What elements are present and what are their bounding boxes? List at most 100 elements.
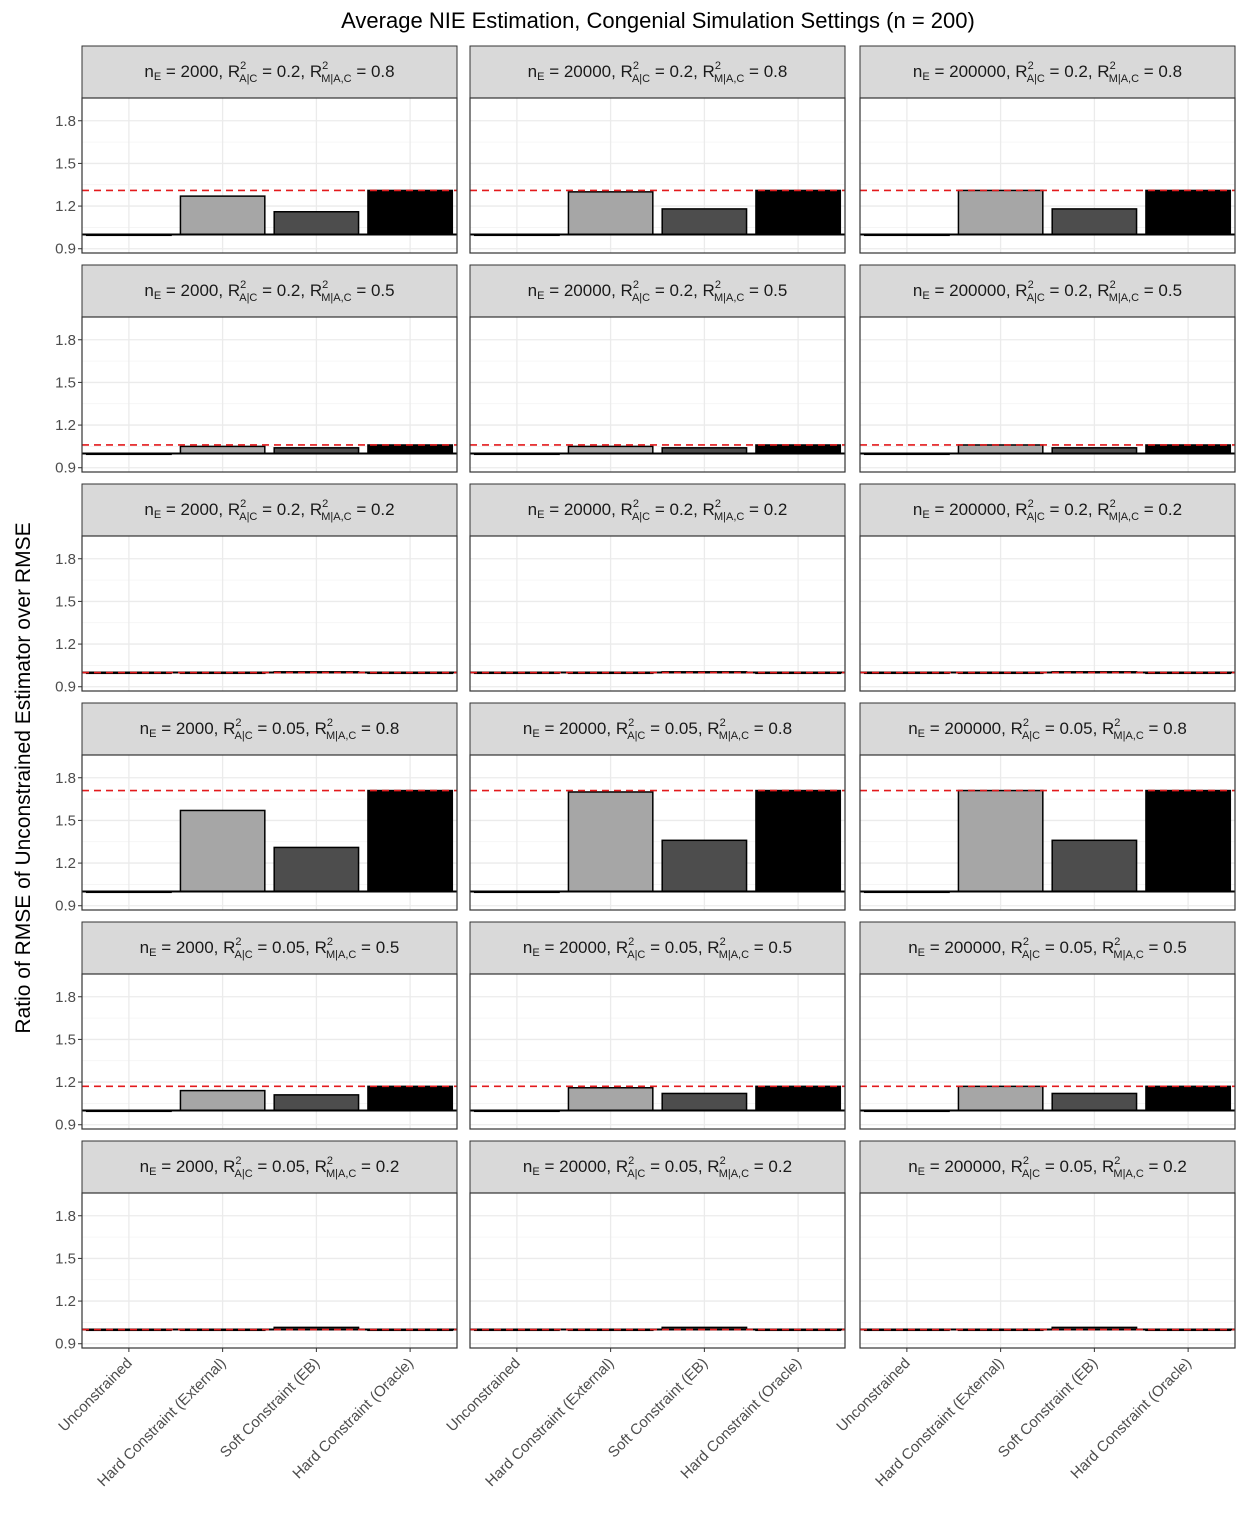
facet-panel: nE = 2000, R2 A|C = 0.2, R2 M|A,C = 0.80.9… <box>55 45 458 258</box>
strip-r-subscript: M|A,C <box>326 1168 356 1180</box>
bar <box>567 1087 654 1112</box>
facet-strip <box>81 921 458 975</box>
strip-rm-value: = 0.5 <box>352 281 395 300</box>
strip-r-superscript: 2 <box>1023 1155 1029 1167</box>
panel-border <box>469 535 846 692</box>
facet-strip <box>81 702 458 756</box>
facet-strip <box>859 45 1236 99</box>
strip-ra-value: = 0.2, R <box>257 62 322 81</box>
strip-rm-value: = 0.8 <box>356 719 399 738</box>
facet-strip-label: nE = 2000, R2 A|C = 0.05, R2 M|A,C = 0.2 <box>140 1155 400 1180</box>
strip-rm-value: = 0.8 <box>352 62 395 81</box>
strip-r-superscript: 2 <box>1028 279 1034 291</box>
strip-ne-value: = 20000, R <box>540 938 628 957</box>
facet-strip-label: nE = 20000, R2 A|C = 0.05, R2 M|A,C = 0.8 <box>523 717 792 742</box>
panel-border <box>469 1192 846 1349</box>
facet-panel: nE = 20000, R2 A|C = 0.05, R2 M|A,C = 0.5 <box>469 921 846 1130</box>
facet-panel: nE = 2000, R2 A|C = 0.05, R2 M|A,C = 0.80.… <box>55 702 458 915</box>
strip-ra-value: = 0.05, R <box>645 938 719 957</box>
facet-panel: nE = 200000, R2 A|C = 0.05, R2 M|A,C = 0.5 <box>859 921 1236 1130</box>
facet-strip <box>81 264 458 318</box>
strip-n-symbol: n <box>528 62 537 81</box>
y-tick-label: 0.9 <box>55 460 76 477</box>
facet-strip <box>859 483 1236 537</box>
facet-panel: nE = 2000, R2 A|C = 0.05, R2 M|A,C = 0.2 0.… <box>55 1140 458 1490</box>
facet-strip <box>859 264 1236 318</box>
strip-r-subscript: M|A,C <box>719 949 749 961</box>
facet-strip-label: nE = 200000, R2 A|C = 0.2, R2 M|A,C = 0.8 <box>913 60 1182 85</box>
strip-ra-value: = 0.05, R <box>1040 938 1114 957</box>
strip-r-superscript: 2 <box>715 498 721 510</box>
y-tick-label: 0.9 <box>55 1117 76 1134</box>
strip-ra-value: = 0.05, R <box>253 938 327 957</box>
x-tick-label: Unconstrained <box>55 1355 135 1435</box>
panel-border <box>859 1192 1236 1349</box>
strip-r-superscript: 2 <box>1028 60 1034 72</box>
bar <box>1051 839 1138 893</box>
strip-r-superscript: 2 <box>240 279 246 291</box>
strip-rm-value: = 0.5 <box>356 938 399 957</box>
strip-r-subscript: M|A,C <box>321 292 351 304</box>
bar <box>957 1085 1044 1112</box>
strip-n-symbol: n <box>140 719 149 738</box>
strip-n-subscript: E <box>922 509 929 521</box>
y-tick-label: 1.8 <box>55 113 76 130</box>
facet-panels: nE = 2000, R2 A|C = 0.2, R2 M|A,C = 0.80.9… <box>55 45 1236 1490</box>
x-tick-label: Soft Constraint (EB) <box>605 1355 711 1461</box>
panel-border <box>859 754 1236 911</box>
strip-ne-value: = 2000, R <box>161 281 240 300</box>
bar <box>367 1085 454 1112</box>
strip-n-symbol: n <box>913 500 922 519</box>
strip-r-superscript: 2 <box>720 936 726 948</box>
facet-strip-label: nE = 2000, R2 A|C = 0.05, R2 M|A,C = 0.8 <box>140 717 400 742</box>
facet-panel: nE = 2000, R2 A|C = 0.05, R2 M|A,C = 0.50.… <box>55 921 458 1134</box>
y-tick-label: 1.5 <box>55 155 76 172</box>
facet-strip <box>469 921 846 975</box>
strip-ra-value: = 0.2, R <box>1045 281 1110 300</box>
strip-r-subscript: A|C <box>627 949 645 961</box>
y-tick-label: 1.2 <box>55 198 76 215</box>
y-tick-label: 1.5 <box>55 593 76 610</box>
strip-rm-value: = 0.2 <box>356 1157 399 1176</box>
strip-n-subscript: E <box>918 947 925 959</box>
y-tick-label: 0.9 <box>55 1336 76 1353</box>
facet-strip <box>469 264 846 318</box>
y-tick-label: 1.8 <box>55 989 76 1006</box>
strip-r-superscript: 2 <box>1023 717 1029 729</box>
bar <box>1051 1092 1138 1112</box>
strip-r-subscript: M|A,C <box>1113 1168 1143 1180</box>
panel-border <box>81 754 458 911</box>
strip-r-superscript: 2 <box>327 717 333 729</box>
strip-r-subscript: A|C <box>235 949 253 961</box>
strip-r-superscript: 2 <box>628 1155 634 1167</box>
strip-rm-value: = 0.2 <box>1139 500 1182 519</box>
strip-r-superscript: 2 <box>322 498 328 510</box>
y-tick-label: 1.2 <box>55 417 76 434</box>
y-tick-label: 1.5 <box>55 374 76 391</box>
bar <box>367 789 454 893</box>
panel-border <box>469 973 846 1130</box>
strip-r-subscript: A|C <box>235 1168 253 1180</box>
strip-r-subscript: M|A,C <box>1113 949 1143 961</box>
bar <box>755 189 842 236</box>
strip-ne-value: = 200000, R <box>925 1157 1023 1176</box>
strip-n-symbol: n <box>908 1157 917 1176</box>
strip-n-symbol: n <box>528 500 537 519</box>
strip-ne-value: = 200000, R <box>930 281 1028 300</box>
strip-ra-value: = 0.05, R <box>1040 1157 1114 1176</box>
facet-strip <box>81 45 458 99</box>
strip-n-subscript: E <box>149 728 156 740</box>
y-tick-label: 1.5 <box>55 1031 76 1048</box>
y-tick-label: 1.8 <box>55 1208 76 1225</box>
facet-strip <box>859 1140 1236 1194</box>
strip-ra-value: = 0.05, R <box>1040 719 1114 738</box>
facet-panel: nE = 20000, R2 A|C = 0.05, R2 M|A,C = 0.2U… <box>443 1140 846 1490</box>
strip-n-symbol: n <box>908 719 917 738</box>
strip-n-subscript: E <box>918 728 925 740</box>
strip-ne-value: = 200000, R <box>930 62 1028 81</box>
strip-rm-value: = 0.8 <box>1139 62 1182 81</box>
strip-r-subscript: A|C <box>1022 1168 1040 1180</box>
strip-n-subscript: E <box>154 290 161 302</box>
strip-rm-value: = 0.5 <box>744 281 787 300</box>
strip-r-subscript: A|C <box>1027 511 1045 523</box>
